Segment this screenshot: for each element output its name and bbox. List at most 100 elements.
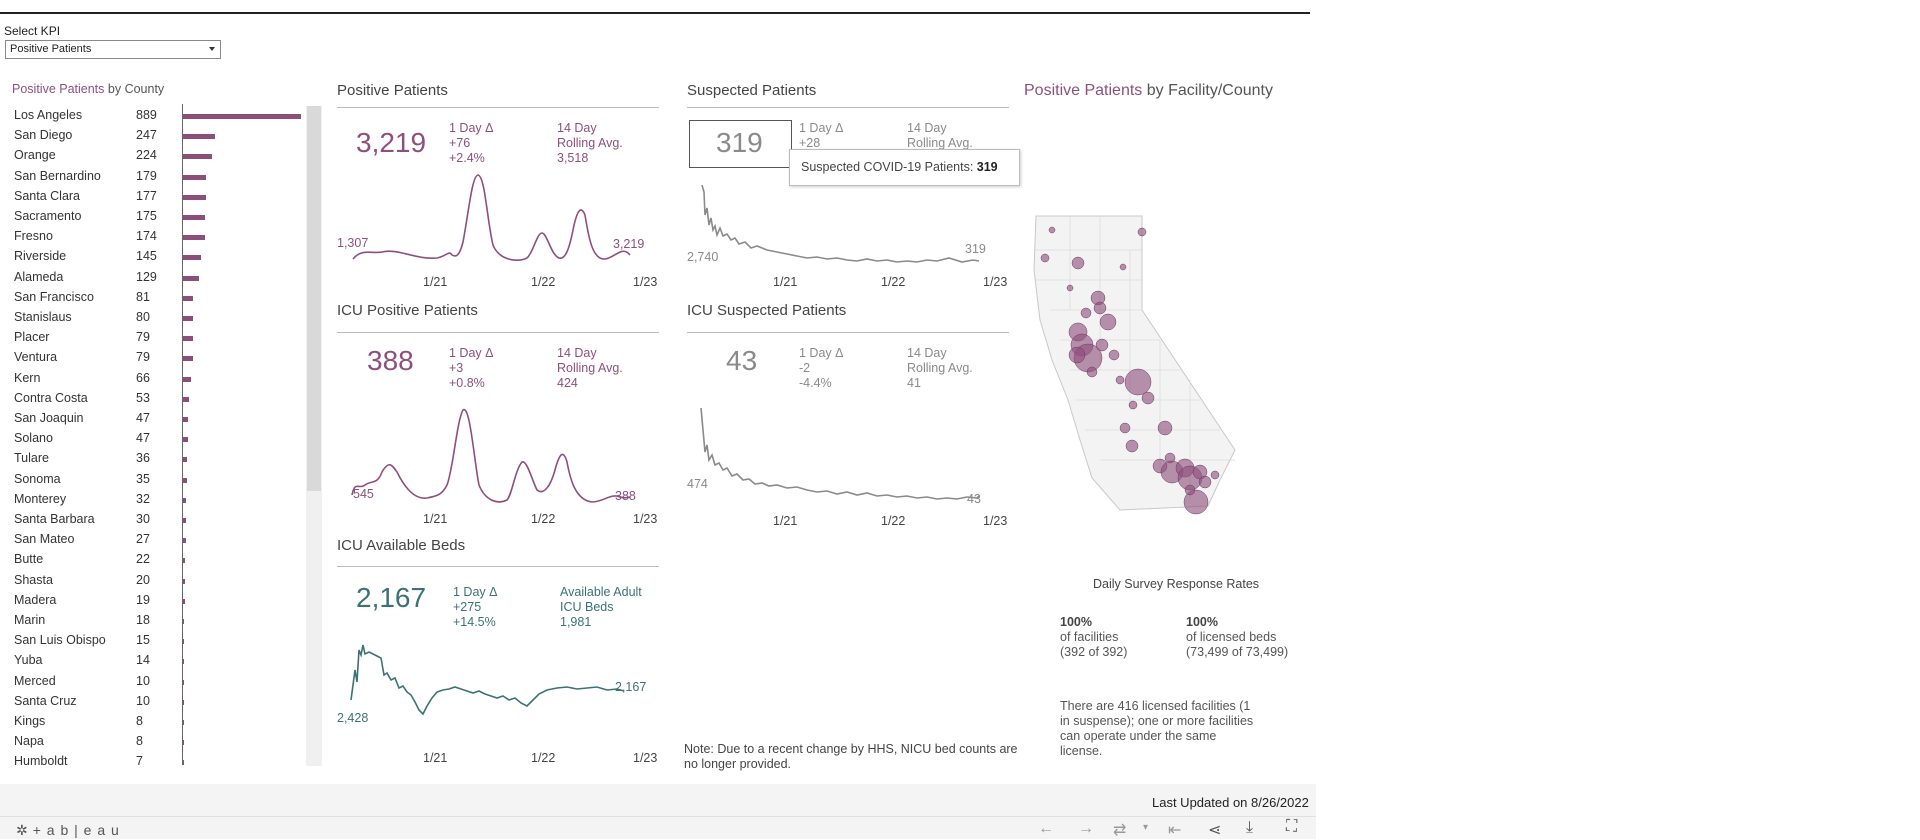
county-bar — [182, 417, 189, 422]
county-bar — [182, 558, 185, 564]
county-row[interactable]: Riverside 145 — [0, 247, 305, 267]
suspected-patients-sparkline[interactable] — [687, 170, 1017, 270]
county-row[interactable]: Yuba 14 — [0, 651, 305, 671]
county-bar — [182, 518, 187, 523]
county-row[interactable]: Kern 66 — [0, 369, 305, 389]
county-row[interactable]: Alameda 129 — [0, 268, 305, 288]
icu-positive-title: ICU Positive Patients — [337, 302, 478, 319]
county-name: Yuba — [14, 653, 43, 668]
undo-icon[interactable]: ← — [1038, 820, 1054, 837]
county-row[interactable]: San Luis Obispo 15 — [0, 631, 305, 651]
county-bar — [182, 316, 193, 321]
selected-value-box[interactable] — [689, 120, 792, 168]
county-row[interactable]: Humboldt 7 — [0, 752, 305, 766]
tableau-icon: ✲ — [16, 822, 29, 838]
county-row[interactable]: Fresno 174 — [0, 227, 305, 247]
county-row[interactable]: Placer 79 — [0, 328, 305, 348]
kpi-dropdown[interactable]: Positive Patients — [5, 40, 221, 59]
divider — [687, 107, 1009, 108]
county-row[interactable]: Shasta 20 — [0, 571, 305, 591]
county-row[interactable]: Santa Barbara 30 — [0, 510, 305, 530]
kpi-dropdown-value: Positive Patients — [10, 43, 92, 55]
county-row[interactable]: Sonoma 35 — [0, 470, 305, 490]
fullscreen-icon[interactable]: ⛶ — [1286, 818, 1298, 835]
county-value: 30 — [136, 512, 150, 526]
suspected-rolling-avg: 14 Day Rolling Avg. — [907, 121, 973, 150]
county-row[interactable]: Stanislaus 80 — [0, 308, 305, 328]
county-row[interactable]: San Bernardino 179 — [0, 167, 305, 187]
facility-bubbles — [1040, 226, 1220, 515]
tableau-logo[interactable]: ✲ + a b | e a u — [16, 822, 120, 838]
suspected-start-label: 2,740 — [687, 250, 719, 264]
county-bar — [182, 114, 301, 119]
icu-beds-sparkline[interactable] — [337, 640, 667, 730]
icu-beds-delta: 1 Day Δ +275 +14.5% — [453, 585, 498, 629]
county-bar — [182, 235, 206, 241]
county-value: 10 — [136, 693, 150, 708]
footer-bar — [0, 784, 1316, 839]
county-row[interactable]: San Joaquin 47 — [0, 409, 305, 429]
icu-suspected-sparkline[interactable] — [687, 400, 1017, 510]
revert-menu-icon[interactable]: ▾ — [1143, 822, 1149, 833]
county-scrollbar-thumb[interactable] — [307, 106, 321, 491]
x-tick: 1/21 — [773, 275, 798, 289]
map-title: Positive Patients by Facility/County — [1024, 82, 1273, 100]
county-value: 47 — [136, 431, 150, 446]
county-name: Orange — [14, 148, 56, 163]
county-row[interactable]: Tulare 36 — [0, 449, 305, 469]
suspected-patients-value: 319 — [716, 127, 763, 158]
county-row[interactable]: Ventura 79 — [0, 348, 305, 368]
county-row[interactable]: Marin 18 — [0, 611, 305, 631]
positive-start-label: 1,307 — [337, 236, 369, 250]
county-row[interactable]: Madera 19 — [0, 591, 305, 611]
county-row[interactable]: San Diego 247 — [0, 126, 305, 146]
county-name: Sacramento — [14, 209, 82, 223]
county-name: Madera — [14, 592, 57, 607]
state-outline — [1033, 215, 1236, 511]
suspected-patients-title: Suspected Patients — [687, 82, 817, 99]
county-name: Shasta — [14, 572, 53, 587]
reset-icon[interactable]: ⇤ — [1168, 822, 1182, 839]
california-map[interactable] — [1030, 210, 1300, 530]
county-value: 32 — [136, 491, 150, 506]
county-row[interactable]: San Mateo 27 — [0, 530, 305, 550]
county-name: Humboldt — [14, 754, 68, 766]
share-icon[interactable]: ⋖ — [1208, 822, 1222, 839]
divider — [337, 566, 659, 567]
county-value: 36 — [136, 451, 150, 466]
county-row[interactable]: Merced 10 — [0, 672, 305, 692]
county-row[interactable]: Contra Costa 53 — [0, 389, 305, 409]
download-icon[interactable]: ⤓ — [1246, 819, 1254, 836]
county-name: San Diego — [14, 128, 73, 143]
positive-patients-sparkline[interactable] — [337, 170, 667, 270]
county-bar — [182, 619, 185, 624]
county-row[interactable]: Kings 8 — [0, 712, 305, 732]
county-row[interactable]: Solano 47 — [0, 429, 305, 449]
positive-delta: 1 Day Δ +76 +2.4% — [449, 121, 494, 165]
county-row[interactable]: Napa 8 — [0, 732, 305, 752]
county-row[interactable]: Monterey 32 — [0, 490, 305, 510]
county-value: 53 — [136, 390, 150, 405]
county-bar — [182, 194, 206, 200]
county-row[interactable]: Sacramento 175 — [0, 207, 305, 227]
county-row[interactable]: Santa Cruz 10 — [0, 692, 305, 712]
county-row[interactable]: Santa Clara 177 — [0, 187, 305, 207]
county-bar — [182, 134, 216, 140]
redo-icon[interactable]: → — [1078, 820, 1094, 837]
county-row[interactable]: Orange 224 — [0, 146, 305, 166]
county-bar — [182, 598, 185, 604]
county-list[interactable]: Los Angeles 889 San Diego 247 Orange 224 San B… — [0, 106, 305, 766]
icu-positive-sparkline[interactable] — [337, 400, 667, 510]
county-row[interactable]: Los Angeles 889 — [0, 106, 305, 126]
county-bar — [182, 740, 184, 746]
county-name: Los Angeles — [14, 108, 83, 122]
revert-icon[interactable]: ⇄ — [1113, 822, 1127, 839]
county-name: San Mateo — [14, 532, 75, 547]
last-updated: Last Updated on 8/26/2022 — [1152, 795, 1309, 810]
chevron-down-icon — [209, 47, 215, 51]
county-row[interactable]: San Francisco 81 — [0, 288, 305, 308]
icu-beds-end-label: 2,167 — [615, 680, 647, 694]
county-name: Fresno — [14, 229, 53, 244]
county-bar — [182, 437, 189, 443]
county-row[interactable]: Butte 22 — [0, 550, 305, 570]
